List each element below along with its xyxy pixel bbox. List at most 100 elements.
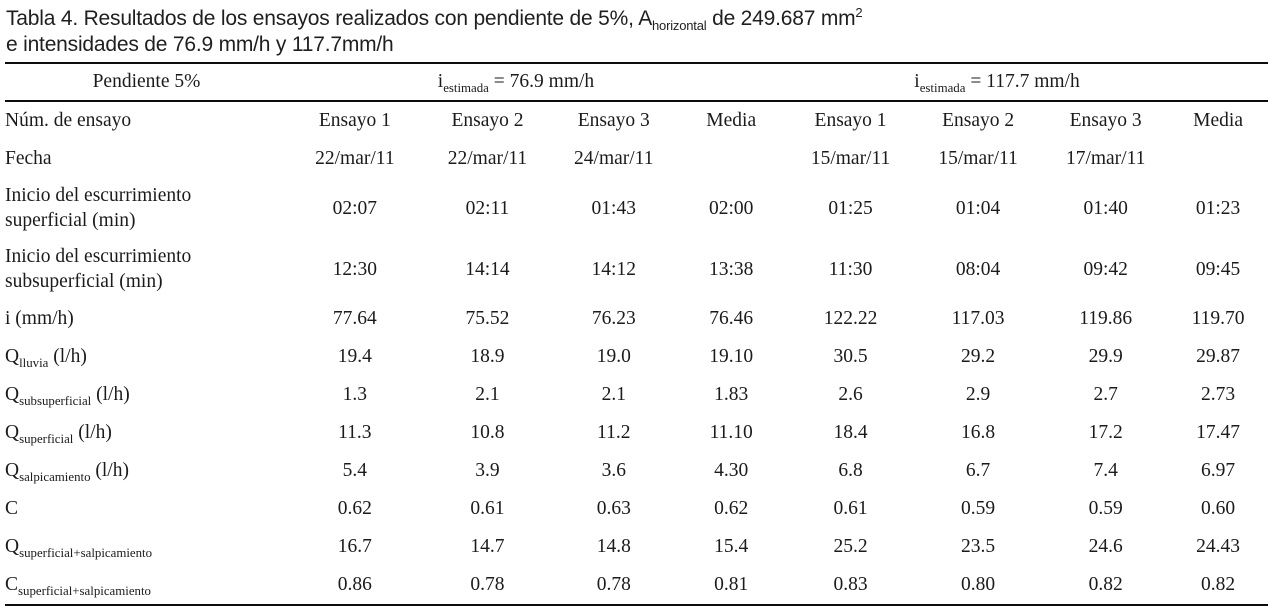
table-cell: 0.59 xyxy=(1088,498,1123,519)
table-cell: 12:30 xyxy=(332,258,378,280)
table-cell: 14.8 xyxy=(596,536,631,557)
table-cell: 02:11 xyxy=(465,197,510,219)
table-cell: 01:40 xyxy=(1083,197,1128,219)
table-caption: Tabla 4. Resultados de los ensayos reali… xyxy=(0,0,1273,62)
table-cell: 13:38 xyxy=(708,258,754,280)
table-cell: 08:04 xyxy=(955,258,1001,280)
table-cell: 01:23 xyxy=(1195,197,1241,219)
table-cell: 15.4 xyxy=(714,536,749,557)
row-label-suffix: (l/h) xyxy=(73,421,112,443)
table-cell: 0.60 xyxy=(1201,498,1236,519)
table-cell: 6.8 xyxy=(838,460,863,481)
table-cell: Ensayo 1 xyxy=(814,110,887,131)
table-cell: 76.23 xyxy=(591,308,636,329)
table-cell: 15/mar/11 xyxy=(938,148,1018,169)
table-cell: 11.10 xyxy=(709,422,753,443)
row-label-suffix: (l/h) xyxy=(91,383,130,405)
table-cell: 6.97 xyxy=(1201,460,1236,481)
table-cell: 2.1 xyxy=(475,384,500,405)
row-label: Qsubsuperficial (l/h) xyxy=(5,376,288,414)
row-label-base: C xyxy=(5,497,19,519)
table-cell: 122.22 xyxy=(823,308,878,329)
row-label-suffix: (l/h) xyxy=(90,459,129,481)
table-row-c: C 0.62 0.61 0.63 0.62 0.61 0.59 0.59 0.6… xyxy=(5,490,1268,528)
table-cell: Media xyxy=(706,110,757,131)
corner-label: Pendiente 5% xyxy=(5,63,288,102)
table-cell: 23.5 xyxy=(961,536,996,557)
table-cell: 3.9 xyxy=(475,460,500,481)
table-cell: 2.6 xyxy=(838,384,863,405)
table-cell: 17/mar/11 xyxy=(1065,148,1146,169)
table-cell: 2.9 xyxy=(965,384,991,405)
row-label: Núm. de ensayo xyxy=(5,101,288,140)
table-row-fecha: Fecha 22/mar/11 22/mar/11 24/mar/11 15/m… xyxy=(5,140,1268,178)
table-cell: 6.7 xyxy=(965,460,991,481)
row-label: Csuperficial+salpicamiento xyxy=(5,566,288,605)
row-label-subscript: salpicamiento xyxy=(19,469,91,484)
table-row-c-sup-salp: Csuperficial+salpicamiento 0.86 0.78 0.7… xyxy=(5,566,1268,605)
table-cell: 11.3 xyxy=(338,422,372,443)
caption-line1-text: Tabla 4. Resultados de los ensayos reali… xyxy=(6,7,653,30)
table-cell: 0.61 xyxy=(470,498,505,519)
row-label: Fecha xyxy=(5,140,288,178)
table-cell: 2.7 xyxy=(1093,384,1118,405)
row-label-subscript: lluvia xyxy=(19,355,49,370)
table-cell: 10.8 xyxy=(470,422,505,443)
intensity-group-1-header: iestimada = 76.9 mm/h xyxy=(287,63,789,102)
table-row-q-salpicamiento: Qsalpicamiento (l/h) 5.4 3.9 3.6 4.30 6.… xyxy=(5,452,1268,490)
table-cell: 22/mar/11 xyxy=(315,148,395,169)
table-cell: 4.30 xyxy=(714,460,749,481)
table-cell: 01:43 xyxy=(591,197,636,219)
table-cell: 24.6 xyxy=(1088,536,1123,557)
table-cell: 18.9 xyxy=(470,346,505,367)
table-cell: 0.86 xyxy=(337,574,372,595)
table-cell: 0.59 xyxy=(961,498,996,519)
table-cell xyxy=(1168,140,1268,178)
caption-line1-text2: de 249.687 mm xyxy=(706,7,856,30)
table-cell: 16.8 xyxy=(961,422,996,443)
table-cell: 119.70 xyxy=(1191,308,1245,329)
table-cell: 0.62 xyxy=(337,498,372,519)
row-label-subscript: superficial+salpicamiento xyxy=(18,583,151,598)
row-label-suffix: (l/h) xyxy=(48,345,87,367)
table-row-q-subsuperficial: Qsubsuperficial (l/h) 1.3 2.1 2.1 1.83 2… xyxy=(5,376,1268,414)
table-cell: 0.62 xyxy=(714,498,749,519)
caption-superscript-2: 2 xyxy=(855,5,863,20)
results-table-wrapper: Pendiente 5% iestimada = 76.9 mm/h iesti… xyxy=(5,62,1268,606)
table-cell: 29.2 xyxy=(961,346,996,367)
table-row-intensidad: i (mm/h) 77.64 75.52 76.23 76.46 122.22 … xyxy=(5,300,1268,338)
table-cell: 1.3 xyxy=(342,384,368,405)
table-cell: 0.61 xyxy=(833,498,868,519)
table-cell: 24/mar/11 xyxy=(574,148,654,169)
table-cell: 22/mar/11 xyxy=(447,148,528,169)
table-cell: 17.47 xyxy=(1196,422,1241,443)
table-cell: Ensayo 3 xyxy=(577,110,650,131)
table-row-num-ensayo: Núm. de ensayo Ensayo 1 Ensayo 2 Ensayo … xyxy=(5,101,1268,140)
table-cell: 77.64 xyxy=(332,308,377,329)
table-cell: 11:30 xyxy=(828,258,873,280)
row-label: Qlluvia (l/h) xyxy=(5,338,288,376)
table-cell: 117.03 xyxy=(951,308,1005,329)
table-cell: 119.86 xyxy=(1079,308,1133,329)
table-cell: 01:25 xyxy=(828,197,873,219)
table-cell: Ensayo 2 xyxy=(942,110,1015,131)
table-cell: 14.7 xyxy=(470,536,505,557)
table-row-inicio-subsuperficial: Inicio del escurrimiento subsuperficial … xyxy=(5,239,1268,300)
i-value: = 76.9 mm/h xyxy=(488,71,595,92)
i-value: = 117.7 mm/h xyxy=(965,71,1080,92)
row-label-base: C xyxy=(5,573,19,595)
table-cell: 02:00 xyxy=(708,197,754,219)
table-cell: 11.2 xyxy=(597,422,631,443)
row-label: Qsuperficial (l/h) xyxy=(5,414,288,452)
table-cell: 76.46 xyxy=(709,308,754,329)
row-label-base: Q xyxy=(5,459,20,481)
table-cell: 1.83 xyxy=(714,384,749,405)
row-label: Qsalpicamiento (l/h) xyxy=(5,452,288,490)
table-cell: 0.78 xyxy=(470,574,505,595)
row-label-subscript: superficial+salpicamiento xyxy=(19,545,153,560)
row-label: Inicio del escurrimiento subsuperficial … xyxy=(5,239,288,300)
table-cell: 09:42 xyxy=(1083,258,1128,280)
table-cell: 2.73 xyxy=(1201,384,1236,405)
row-label: Inicio del escurrimiento superficial (mi… xyxy=(5,178,288,239)
row-label-base: Inicio del escurrimiento subsuperficial … xyxy=(5,246,192,292)
